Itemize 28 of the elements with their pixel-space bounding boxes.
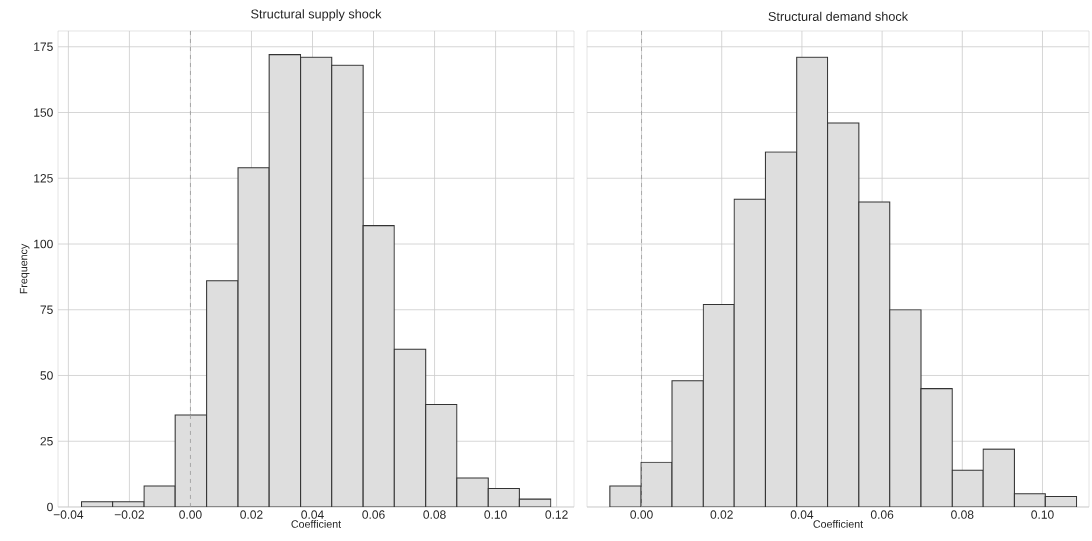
y-tick-label: 175 (34, 42, 53, 51)
x-tick-label: 0.00 (630, 510, 653, 519)
x-axis-title: Coefficient (813, 520, 864, 528)
x-tick-label: 0.08 (423, 510, 446, 519)
y-tick-label: 125 (34, 174, 53, 183)
y-axis-title: Frequency (19, 243, 30, 294)
y-tick-label: 0 (47, 502, 53, 512)
x-tick-label: 0.02 (240, 510, 263, 519)
chart-title: Structural supply shock (251, 9, 382, 21)
y-tick-label: 75 (40, 305, 53, 314)
x-tick-label: 0.06 (362, 510, 385, 519)
y-tick-label: 25 (40, 436, 53, 446)
x-tick-label: −0.04 (53, 510, 84, 519)
x-tick-label: 0.04 (790, 510, 814, 519)
x-tick-label: −0.02 (114, 510, 144, 519)
x-axis-title: Coefficient (291, 520, 342, 528)
y-tick-label: 50 (40, 371, 53, 380)
y-tick-label: 100 (34, 239, 53, 249)
x-tick-label: 0.08 (951, 510, 974, 519)
x-tick-label: 0.06 (870, 510, 894, 519)
x-tick-label: 0.02 (710, 510, 733, 519)
chart-title: Structural demand shock (768, 11, 909, 21)
x-tick-label: 0.12 (545, 510, 568, 519)
y-tick-label: 150 (34, 108, 53, 117)
x-tick-label: 0.04 (301, 510, 324, 519)
x-tick-label: 0.10 (484, 510, 507, 519)
x-tick-label: 0.10 (1031, 510, 1054, 519)
x-tick-label: 0.00 (179, 510, 202, 519)
